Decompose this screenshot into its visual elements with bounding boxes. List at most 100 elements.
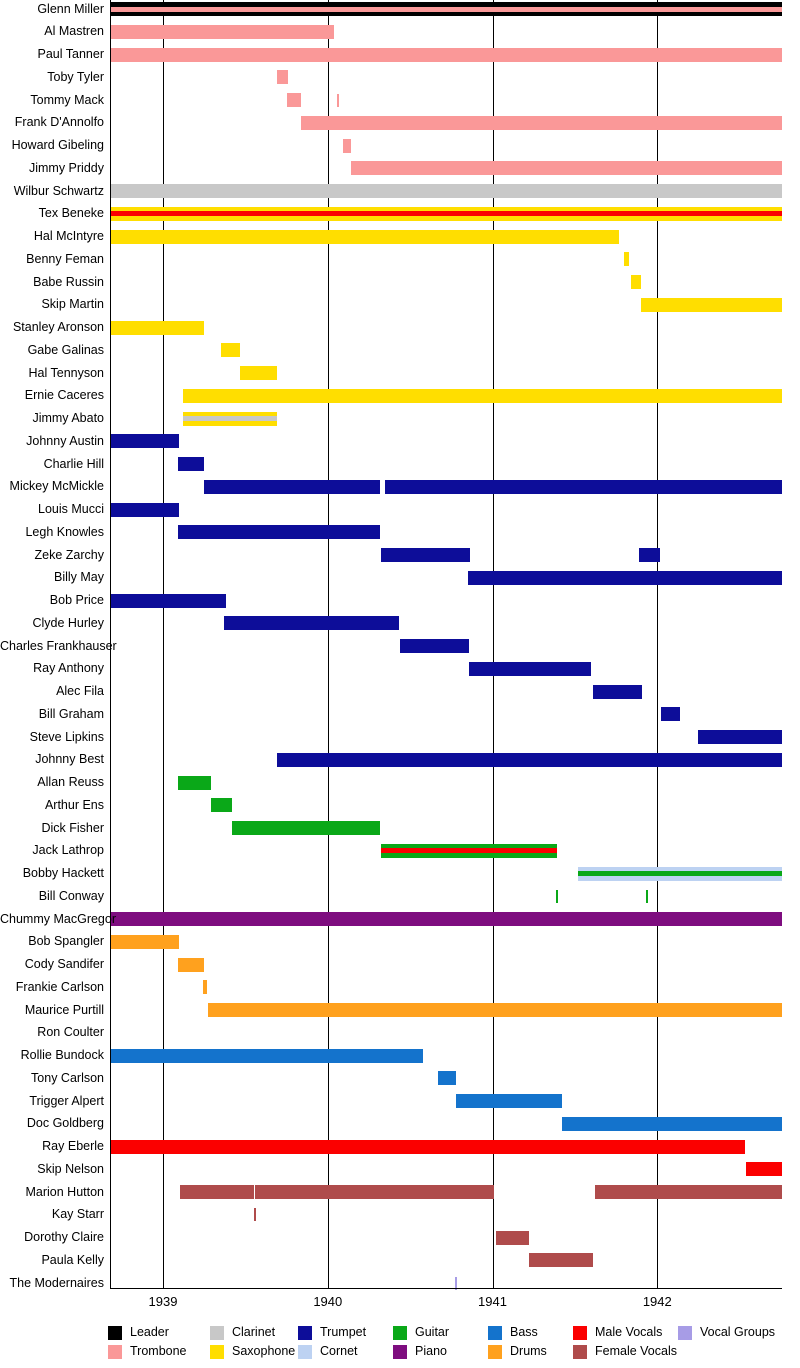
timeline-bar [276, 752, 782, 767]
timeline-bar [232, 821, 381, 835]
timeline-bar [110, 320, 205, 335]
timeline-bar [630, 275, 641, 289]
legend-label: Vocal Groups [700, 1325, 776, 1339]
legend-label: Female Vocals [595, 1344, 677, 1358]
gridline-1941 [492, 0, 494, 1288]
member-label: The Modernaires [9, 1275, 105, 1290]
timeline-bar [110, 229, 620, 244]
member-label: Jack Lathrop [32, 843, 104, 858]
member-label: Tommy Mack [30, 92, 104, 107]
member-label: Al Mastren [44, 24, 104, 39]
member-label: Johnny Best [35, 752, 104, 767]
member-label: Johnny Austin [26, 433, 104, 448]
member-label: Steve Lipkins [29, 729, 104, 744]
timeline-bar [204, 479, 381, 494]
legend-swatch-cornet [298, 1345, 312, 1359]
member-label: Bill Conway [38, 888, 104, 903]
timeline-tick [646, 889, 649, 903]
member-label: Maurice Purtill [24, 1002, 104, 1017]
timeline-bar [380, 548, 470, 562]
member-label: Tony Carlson [31, 1070, 104, 1085]
member-label: Billy May [53, 570, 104, 585]
timeline-tick [254, 1208, 257, 1222]
axis-year-label: 1940 [313, 1294, 343, 1309]
member-label: Charlie Hill [43, 456, 104, 471]
legend-label: Piano [415, 1344, 447, 1358]
timeline-bar [224, 616, 399, 631]
timeline-bar [110, 1139, 745, 1154]
timeline-bar [240, 366, 277, 380]
timeline-bar-stripe [380, 848, 557, 854]
legend-swatch-vocal_groups [678, 1326, 692, 1340]
timeline-bar [110, 24, 335, 39]
axis-year-label: 1939 [148, 1294, 178, 1309]
timeline-bar [177, 525, 381, 540]
member-label: Clyde Hurley [32, 615, 104, 630]
timeline-bar [561, 1116, 782, 1131]
member-label: Louis Mucci [38, 502, 104, 516]
timeline-bar [182, 388, 782, 403]
timeline-bar [301, 115, 782, 130]
gridline-1940 [327, 0, 329, 1288]
legend-label: Saxophone [232, 1344, 296, 1358]
legend-swatch-guitar [393, 1326, 407, 1340]
x-axis-line [110, 1288, 782, 1289]
legend-label: Trumpet [320, 1325, 367, 1339]
member-label: Rollie Bundock [20, 1048, 104, 1062]
timeline-bar-stripe [578, 871, 782, 876]
timeline-bar [660, 707, 681, 722]
legend-label: Drums [510, 1344, 547, 1358]
member-label: Babe Russin [33, 274, 104, 289]
timeline-bar [400, 639, 470, 653]
member-label: Ray Eberle [42, 1139, 104, 1153]
member-label: Gabe Galinas [27, 342, 104, 357]
legend-swatch-leader [108, 1326, 122, 1340]
timeline-bar-stripe [110, 6, 782, 12]
member-label: Ernie Caceres [24, 388, 104, 403]
timeline-bar [220, 343, 241, 358]
timeline-bar [350, 161, 782, 176]
axis-year-label: 1941 [478, 1294, 507, 1309]
member-label: Hal McIntyre [33, 229, 104, 243]
timeline-bar [624, 252, 630, 267]
legend-label: Cornet [320, 1344, 358, 1358]
member-label: Jimmy Abato [32, 411, 104, 425]
timeline-bar [177, 775, 211, 790]
timeline-bar [467, 570, 782, 585]
member-label: Ray Anthony [33, 661, 104, 676]
member-label: Paul Tanner [37, 47, 105, 61]
member-label: Bob Spangler [28, 934, 104, 949]
timeline-bar [110, 184, 782, 198]
timeline-bar [385, 479, 782, 494]
timeline-bar [110, 47, 782, 62]
timeline-bar [342, 138, 351, 153]
legend-swatch-bass [488, 1326, 502, 1340]
timeline-bar-stripe [110, 211, 782, 217]
member-label: Skip Nelson [37, 1161, 104, 1176]
timeline-bar [110, 434, 180, 449]
timeline-bar [469, 661, 592, 676]
legend-label: Guitar [415, 1325, 450, 1339]
member-label: Bob Price [49, 593, 104, 607]
gridline-1942 [657, 0, 659, 1288]
timeline-tick [455, 1276, 458, 1290]
member-label: Ron Coulter [37, 1025, 104, 1040]
legend-swatch-female_vocals [573, 1345, 587, 1359]
member-label: Toby Tyler [47, 69, 104, 84]
timeline-bar [210, 798, 233, 813]
member-label: Charles Frankhauser [0, 638, 117, 653]
member-label: Zeke Zarchy [34, 547, 104, 562]
gridline-1939 [163, 0, 164, 1288]
legend-swatch-clarinet [210, 1326, 224, 1340]
member-label: Doc Goldberg [26, 1116, 104, 1131]
timeline-bar [110, 934, 180, 949]
timeline-bar [438, 1071, 457, 1086]
timeline-bar [746, 1162, 782, 1177]
member-label: Hal Tennyson [28, 365, 104, 380]
timeline-bar [110, 1048, 424, 1063]
timeline-bar [110, 593, 226, 608]
legend-swatch-drums [488, 1345, 502, 1359]
legend-swatch-trumpet [298, 1326, 312, 1340]
timeline-bar [594, 1185, 782, 1199]
legend-label: Trombone [130, 1344, 187, 1358]
